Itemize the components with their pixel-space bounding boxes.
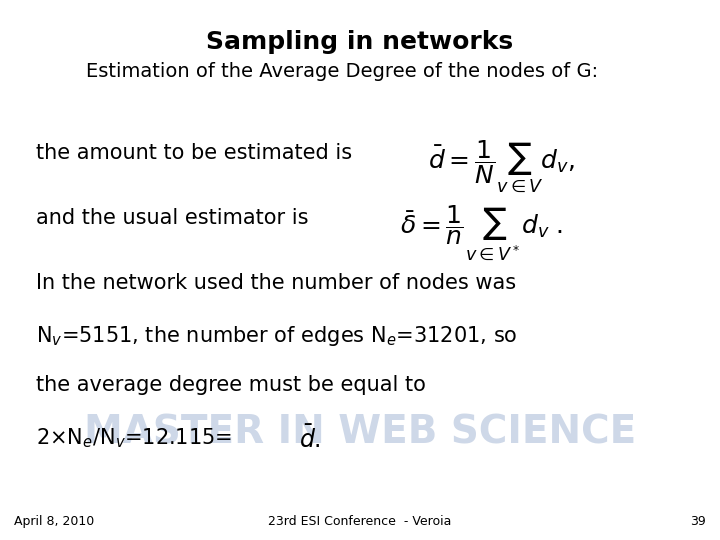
Text: the average degree must be equal to: the average degree must be equal to xyxy=(36,375,426,395)
Text: Estimation of the Average Degree of the nodes of G:: Estimation of the Average Degree of the … xyxy=(86,62,598,81)
Text: 23rd ESI Conference  - Veroia: 23rd ESI Conference - Veroia xyxy=(269,515,451,528)
Text: $\bar{d}.$: $\bar{d}.$ xyxy=(299,425,320,453)
Text: In the network used the number of nodes was: In the network used the number of nodes … xyxy=(36,273,516,293)
Text: the amount to be estimated is: the amount to be estimated is xyxy=(36,143,359,163)
Text: N$_v$=5151, the number of edges N$_e$=31201, so: N$_v$=5151, the number of edges N$_e$=31… xyxy=(36,324,518,348)
Text: $\bar{d} = \dfrac{1}{N}\sum_{v \in V} d_v,$: $\bar{d} = \dfrac{1}{N}\sum_{v \in V} d_… xyxy=(428,139,575,196)
Text: Sampling in networks: Sampling in networks xyxy=(207,30,513,53)
Text: and the usual estimator is: and the usual estimator is xyxy=(36,208,315,228)
Text: MASTER IN WEB SCIENCE: MASTER IN WEB SCIENCE xyxy=(84,413,636,451)
Text: $\bar{\delta} = \dfrac{1}{n}\sum_{v \in V^*} d_v\;.$: $\bar{\delta} = \dfrac{1}{n}\sum_{v \in … xyxy=(400,204,562,264)
Text: April 8, 2010: April 8, 2010 xyxy=(14,515,94,528)
Text: 39: 39 xyxy=(690,515,706,528)
Text: 2$\times$N$_e$/N$_v$=12.115=: 2$\times$N$_e$/N$_v$=12.115= xyxy=(36,427,233,450)
